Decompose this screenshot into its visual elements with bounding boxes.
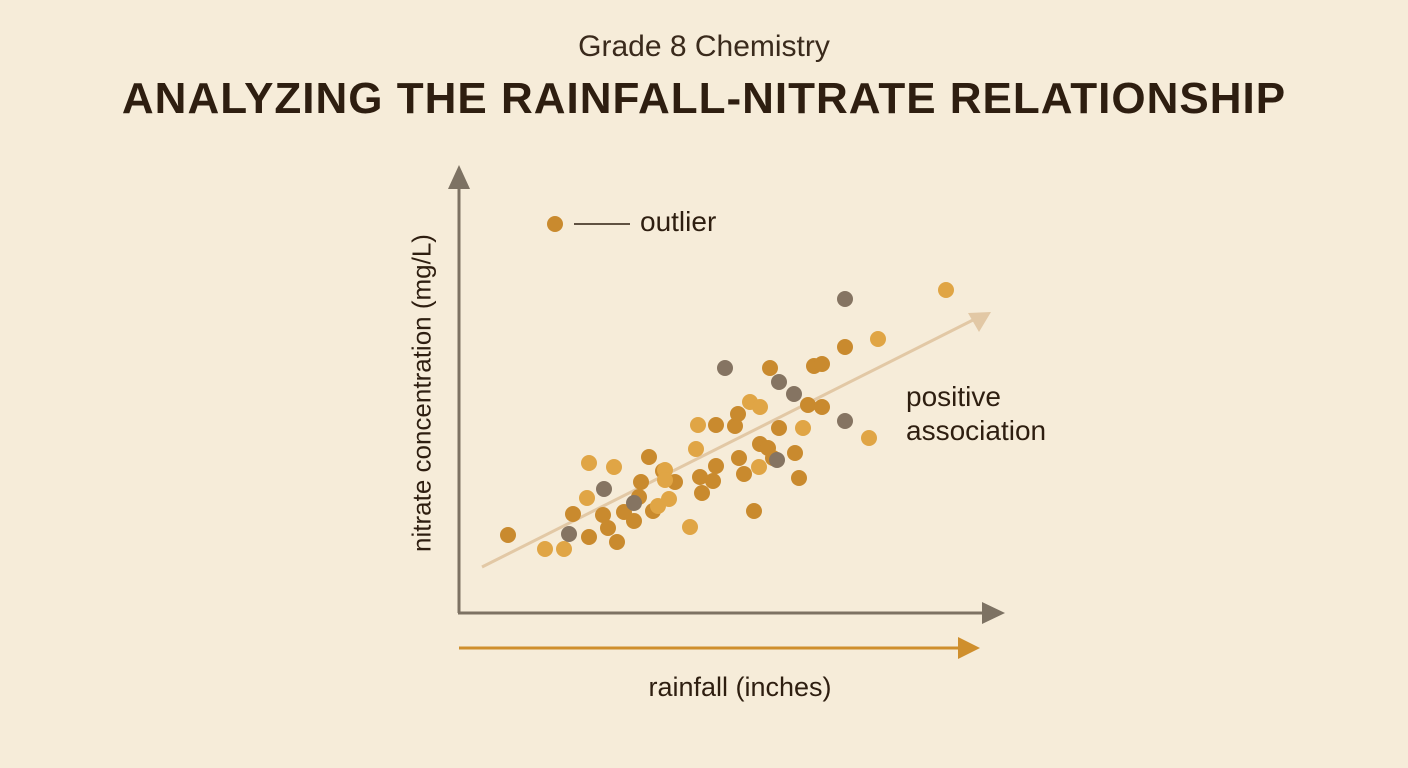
- scatter-point: [837, 339, 853, 355]
- scatter-point: [500, 527, 516, 543]
- scatter-point: [746, 503, 762, 519]
- x-axis-label: rainfall (inches): [648, 672, 832, 702]
- scatter-point: [786, 386, 802, 402]
- scatter-point: [751, 459, 767, 475]
- legend-marker: [547, 216, 563, 232]
- scatter-point: [861, 430, 877, 446]
- scatter-point: [814, 356, 830, 372]
- x-axis-arrowhead: [982, 602, 1005, 624]
- scatter-point: [641, 449, 657, 465]
- scatter-point: [837, 413, 853, 429]
- scatter-point: [565, 506, 581, 522]
- scatter-point: [579, 490, 595, 506]
- scatter-point: [736, 466, 752, 482]
- scatter-point: [938, 282, 954, 298]
- scatter-point: [561, 526, 577, 542]
- y-axis-label: nitrate concentration (mg/L): [406, 234, 437, 552]
- trend-line: [481, 317, 976, 569]
- scatter-point: [795, 420, 811, 436]
- y-axis-arrowhead: [448, 165, 470, 189]
- scatter-point: [717, 360, 733, 376]
- trend-line-arrowhead: [968, 312, 991, 332]
- scatter-point: [690, 417, 706, 433]
- scatter-point: [727, 418, 743, 434]
- scatter-point: [762, 360, 778, 376]
- scatter-point: [800, 397, 816, 413]
- scatter-point: [769, 452, 785, 468]
- legend-label: outlier: [640, 206, 717, 237]
- scatter-point: [581, 529, 597, 545]
- scatter-point: [730, 406, 746, 422]
- scatter-point: [682, 519, 698, 535]
- scatter-point: [705, 473, 721, 489]
- chart-title: ANALYZING THE RAINFALL-NITRATE RELATIONS…: [121, 74, 1287, 123]
- annotation-line-1: positive: [906, 381, 1001, 412]
- association-annotation: positive association: [906, 380, 1046, 448]
- scatter-point: [692, 469, 708, 485]
- scatter-point: [657, 472, 673, 488]
- scatter-point: [626, 495, 642, 511]
- scatter-point: [870, 331, 886, 347]
- scatter-point: [694, 485, 710, 501]
- scatter-point: [814, 399, 830, 415]
- scatter-point: [595, 507, 611, 523]
- scatter-point: [688, 441, 704, 457]
- scatter-point: [731, 450, 747, 466]
- scatter-point: [606, 459, 622, 475]
- data-points: [500, 282, 954, 557]
- scatter-point: [771, 374, 787, 390]
- scatter-point: [581, 455, 597, 471]
- scatter-point: [771, 420, 787, 436]
- x-direction-arrowhead: [958, 637, 980, 659]
- scatter-point: [708, 417, 724, 433]
- scatter-point: [596, 481, 612, 497]
- scatter-point: [837, 291, 853, 307]
- scatter-point: [752, 399, 768, 415]
- scatter-point: [633, 474, 649, 490]
- scatter-point: [708, 458, 724, 474]
- scatter-point: [537, 541, 553, 557]
- scatter-point: [787, 445, 803, 461]
- scatter-point: [609, 534, 625, 550]
- scatter-point: [626, 513, 642, 529]
- scatter-point: [556, 541, 572, 557]
- annotation-line-2: association: [906, 415, 1047, 446]
- scatter-point: [791, 470, 807, 486]
- chart-subtitle: Grade 8 Chemistry: [578, 30, 830, 63]
- scatter-point: [661, 491, 677, 507]
- scatter-point: [600, 520, 616, 536]
